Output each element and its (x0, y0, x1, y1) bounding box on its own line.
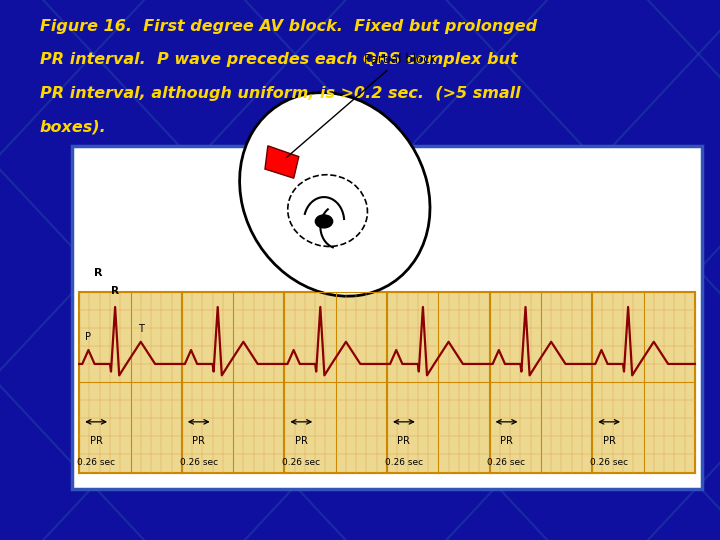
Text: PR interval.  P wave precedes each QRS complex but: PR interval. P wave precedes each QRS co… (40, 52, 517, 68)
Text: PR: PR (397, 436, 410, 446)
Text: 0.26 sec: 0.26 sec (282, 458, 320, 467)
Text: Partial block: Partial block (287, 53, 436, 158)
FancyBboxPatch shape (79, 292, 695, 472)
Circle shape (315, 215, 333, 228)
Text: P: P (86, 332, 91, 342)
Text: PR interval, although uniform, is >0.2 sec.  (>5 small: PR interval, although uniform, is >0.2 s… (40, 86, 521, 101)
Text: PR: PR (192, 436, 205, 446)
Text: PR: PR (90, 436, 102, 446)
Text: 0.26 sec: 0.26 sec (77, 458, 115, 467)
Text: T: T (138, 323, 144, 334)
Text: PR: PR (500, 436, 513, 446)
Text: PR: PR (295, 436, 307, 446)
Text: 0.26 sec: 0.26 sec (590, 458, 628, 467)
Ellipse shape (240, 93, 430, 296)
Ellipse shape (288, 175, 367, 246)
Text: 0.26 sec: 0.26 sec (385, 458, 423, 467)
Text: R: R (94, 268, 102, 278)
Text: PR: PR (603, 436, 616, 446)
Polygon shape (265, 146, 299, 178)
Text: Figure 16.  First degree AV block.  Fixed but prolonged: Figure 16. First degree AV block. Fixed … (40, 19, 536, 34)
Text: 0.26 sec: 0.26 sec (487, 458, 526, 467)
Text: 0.26 sec: 0.26 sec (180, 458, 217, 467)
Text: R: R (111, 286, 119, 296)
FancyBboxPatch shape (72, 146, 702, 489)
Text: boxes).: boxes). (40, 119, 107, 134)
